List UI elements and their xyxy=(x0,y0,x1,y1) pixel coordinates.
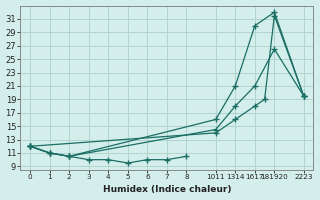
X-axis label: Humidex (Indice chaleur): Humidex (Indice chaleur) xyxy=(103,185,231,194)
